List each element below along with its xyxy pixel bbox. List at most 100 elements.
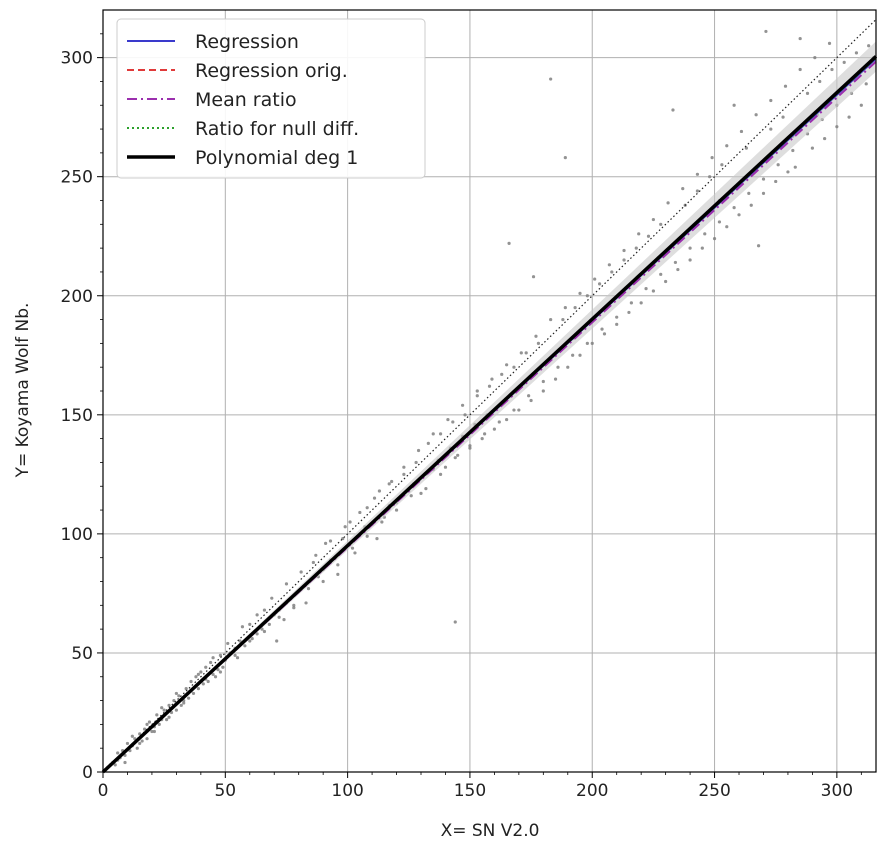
scatter-point (646, 234, 651, 238)
scatter-point (453, 620, 457, 624)
scatter-point (781, 115, 785, 119)
scatter-point (336, 572, 340, 576)
scatter-point (725, 144, 729, 148)
legend: Regression Regression orig. Mean ratio Rati… (116, 18, 426, 179)
scatter-point (571, 353, 575, 357)
scatter-point (157, 722, 161, 726)
scatter-point (764, 29, 768, 34)
scatter-point (712, 237, 717, 241)
x-tick-label: 50 (214, 781, 236, 801)
scatter-point (250, 637, 254, 641)
x-tick-label: 150 (454, 781, 486, 801)
scatter-point (130, 734, 134, 738)
scatter-point (549, 77, 553, 81)
scatter-point (607, 263, 611, 267)
scatter-point (438, 432, 443, 436)
scatter-point (566, 365, 570, 369)
scatter-point (529, 398, 533, 403)
scatter-point (451, 420, 455, 424)
scatter-point (659, 272, 663, 276)
legend-label: Mean ratio (195, 89, 297, 111)
y-axis-ticks: 0 50 100 150 200 250 300 (61, 33, 103, 783)
scatter-point (145, 737, 149, 741)
scatter-point (739, 129, 744, 134)
scatter-point (830, 67, 834, 72)
scatter-point (531, 275, 536, 279)
scatter-point (372, 496, 377, 500)
scatter-point (681, 186, 685, 191)
scatter-point (125, 741, 130, 746)
scatter-point (196, 687, 201, 691)
scatter-point (810, 146, 814, 150)
scatter-point (292, 606, 296, 610)
scatter-point (688, 258, 692, 262)
scatter-point (717, 220, 722, 224)
scatter-point (365, 506, 369, 510)
scatter-point (365, 534, 369, 538)
scatter-point (138, 741, 142, 746)
scatter-point (747, 191, 751, 195)
scatter-point (453, 456, 457, 460)
x-tick-label: 100 (331, 781, 363, 801)
scatter-point (615, 322, 619, 326)
scatter-point (627, 310, 631, 315)
scatter-point (424, 487, 428, 491)
scatter-point (167, 715, 171, 719)
scatter-point (732, 103, 736, 107)
scatter-point (267, 622, 271, 626)
scatter-point (416, 448, 421, 453)
scatter-point (578, 353, 582, 357)
scatter-point (754, 113, 758, 117)
scatter-point (387, 482, 391, 486)
scatter-point (505, 417, 509, 422)
scatter-point (116, 751, 120, 755)
scatter-point (497, 420, 501, 424)
scatter-point (597, 282, 602, 286)
scatter-point (791, 148, 795, 153)
scatter-point (622, 248, 626, 253)
scatter-point (324, 541, 328, 546)
y-tick-label: 200 (61, 287, 93, 307)
y-tick-label: 250 (61, 168, 93, 188)
scatter-point (306, 587, 311, 591)
scatter-point (213, 675, 218, 679)
scatter-point (823, 136, 827, 141)
scatter-point (507, 241, 511, 245)
x-axis-label: X= SN V2.0 (441, 821, 540, 841)
scatter-point (174, 708, 178, 712)
scatter-point (292, 603, 296, 607)
scatter-point (191, 691, 196, 696)
scatter-point (409, 494, 413, 498)
scatter-point (867, 44, 871, 48)
scatter-point (206, 679, 210, 684)
scatter-point (666, 201, 670, 205)
scatter-point (282, 618, 286, 622)
scatter-point (211, 672, 215, 676)
scatter-point (390, 479, 394, 484)
scatter-point (204, 665, 208, 669)
scatter-point (573, 306, 577, 310)
scatter-point (783, 84, 788, 88)
scatter-point (541, 379, 545, 384)
scatter-point (233, 653, 237, 657)
scatter-point (615, 315, 619, 319)
scatter-point (270, 596, 274, 600)
scatter-point (140, 739, 144, 743)
scatter-point (438, 472, 443, 476)
scatter-point (854, 51, 859, 55)
scatter-point (563, 156, 567, 160)
scatter-point (343, 525, 347, 529)
x-axis-ticks: 0 50 100 150 200 250 300 (98, 772, 862, 801)
y-tick-label: 0 (82, 763, 93, 783)
scatter-point (414, 460, 418, 465)
scatter-point (262, 629, 267, 634)
scatter-point (864, 82, 868, 86)
x-tick-label: 0 (98, 781, 109, 801)
scatter-point (255, 632, 259, 636)
scatter-point (659, 222, 663, 226)
scatter-point (321, 579, 325, 584)
scatter-point (350, 546, 355, 550)
scatter-point (221, 665, 225, 669)
scatter-point (563, 306, 567, 310)
legend-label: Regression orig. (195, 60, 348, 82)
